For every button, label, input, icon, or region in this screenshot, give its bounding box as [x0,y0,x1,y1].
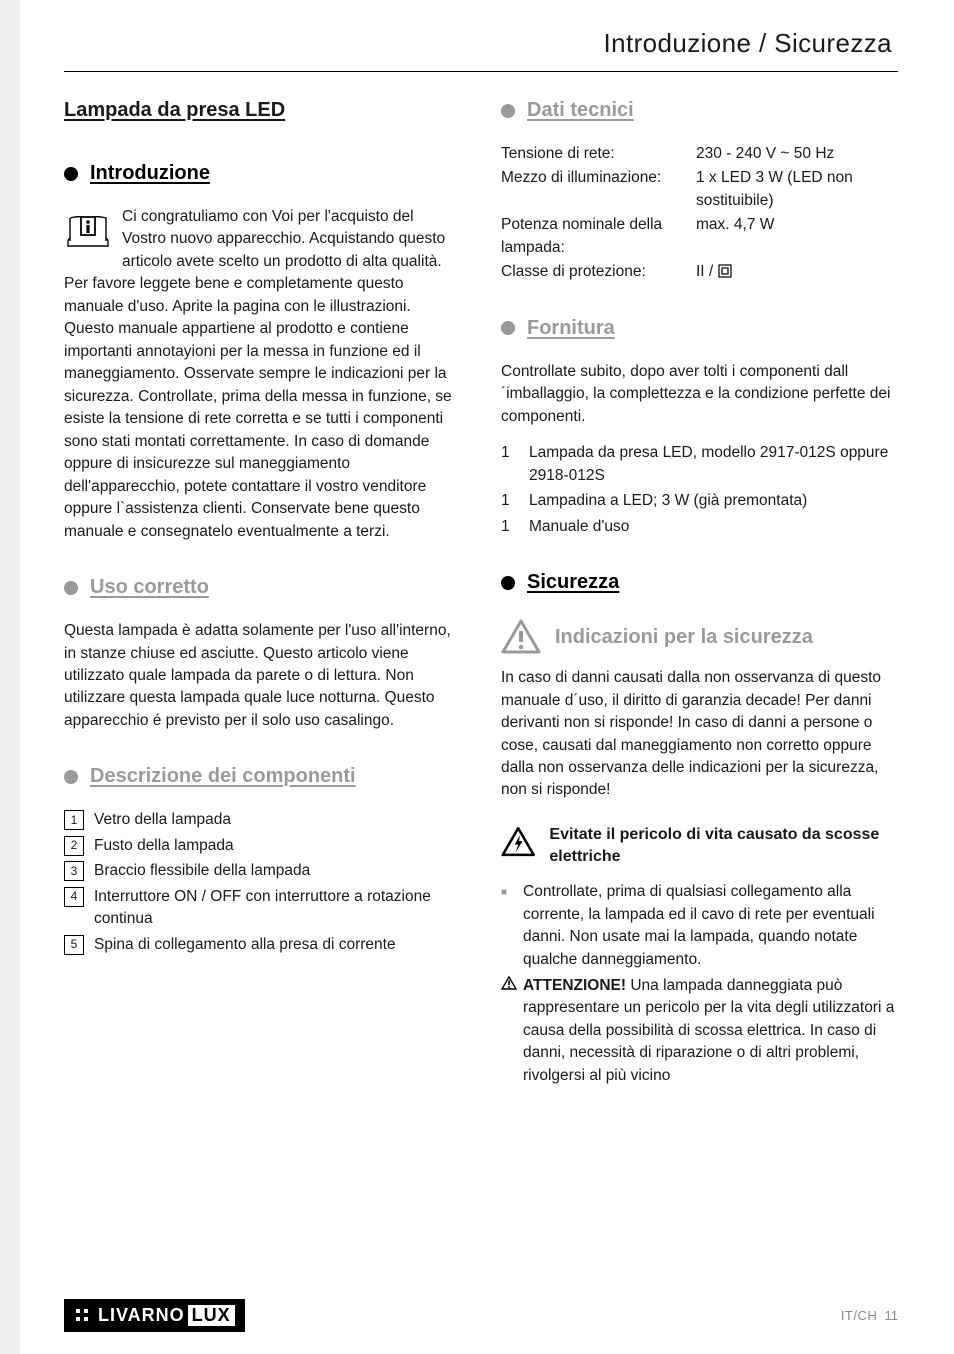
uso-paragraph: Questa lampada è adatta solamente per l'… [64,620,461,732]
supply-qty: 1 [501,442,529,487]
left-column: Lampada da presa LED Introduzione Ci con… [64,96,461,1091]
manual-info-icon [64,208,112,252]
section-dati-tecnici: Dati tecnici [501,96,898,125]
bullet-disc-icon [501,321,515,335]
spec-row: Potenza nominale della lampada: max. 4,7… [501,214,898,259]
component-label: Fusto della lampada [94,835,234,857]
bullet-disc-icon [501,104,515,118]
attenzione-label: ATTENZIONE! [523,977,626,994]
supply-qty: 1 [501,490,529,512]
list-item: 3 Braccio flessibile della lampada [64,860,461,882]
component-label: Braccio flessibile della lampada [94,860,310,882]
section-uso-corretto: Uso corretto [64,573,461,602]
spec-row: Mezzo di illuminazione: 1 x LED 3 W (LED… [501,167,898,212]
bullet-disc-icon [501,576,515,590]
component-label: Spina di collegamento alla presa di corr… [94,934,396,956]
number-box-icon: 3 [64,861,84,881]
page-footer: LIVARNOLUX IT/CH 11 [0,1299,954,1332]
list-item: 1Manuale d'uso [501,516,898,538]
spec-label: Potenza nominale della lampada: [501,214,696,259]
brand-text-b: LUX [188,1305,235,1326]
brand-dots-icon [74,1307,92,1325]
header-rule [64,71,898,72]
list-item: 1Lampada da presa LED, modello 2917-012S… [501,442,898,487]
safety-indications-heading: Indicazioni per la sicurezza [555,623,813,652]
spec-table: Tensione di rete: 230 - 240 V ~ 50 Hz Me… [501,143,898,284]
spec-value: max. 4,7 W [696,214,898,259]
intro-block: Ci congratuliamo con Voi per l'acquisto … [64,206,461,543]
bullet-disc-icon [64,167,78,181]
list-item: ATTENZIONE! Una lampada danneggiata può … [501,975,898,1087]
page-number: IT/CH 11 [841,1308,898,1323]
brand-text-a: LIVARNO [98,1305,185,1326]
spec-value-text: II / [696,263,718,280]
section-heading: Descrizione dei componenti [90,762,356,791]
right-column: Dati tecnici Tensione di rete: 230 - 240… [501,96,898,1091]
supply-list: 1Lampada da presa LED, modello 2917-012S… [501,442,898,538]
page-num: 11 [885,1308,899,1323]
spec-value: 230 - 240 V ~ 50 Hz [696,143,898,165]
supply-text: Lampada da presa LED, modello 2917-012S … [529,442,898,487]
spec-row: Classe di protezione: II / [501,261,898,283]
component-label: Interruttore ON / OFF con interruttore a… [94,886,461,931]
section-heading: Dati tecnici [527,96,634,125]
brand-logo: LIVARNOLUX [64,1299,245,1332]
number-box-icon: 4 [64,887,84,907]
section-heading: Fornitura [527,314,615,343]
section-heading: Sicurezza [527,568,619,597]
number-box-icon: 1 [64,810,84,830]
section-fornitura: Fornitura [501,314,898,343]
supply-text: Lampadina a LED; 3 W (già premontata) [529,490,807,512]
page: Introduzione / Sicurezza Lampada da pres… [0,0,954,1354]
warning-heading-row: Indicazioni per la sicurezza [501,619,898,655]
square-bullet-icon: ■ [501,881,523,971]
spec-label: Classe di protezione: [501,261,696,283]
spec-row: Tensione di rete: 230 - 240 V ~ 50 Hz [501,143,898,165]
content-columns: Lampada da presa LED Introduzione Ci con… [64,96,898,1091]
shock-warning-row: Evitate il pericolo di vita causato da s… [501,824,898,867]
supply-text: Manuale d'uso [529,516,629,538]
number-box-icon: 2 [64,836,84,856]
supply-qty: 1 [501,516,529,538]
list-item: 5 Spina di collegamento alla presa di cor… [64,934,461,956]
bullet-text: ATTENZIONE! Una lampada danneggiata può … [523,975,898,1087]
bullet-disc-icon [64,770,78,784]
electric-shock-warning-icon [501,824,535,860]
bullet-text: Controllate, prima di qualsiasi collegam… [523,881,898,971]
safety-paragraph: In caso di danni causati dalla non osser… [501,667,898,802]
list-item: 2 Fusto della lampada [64,835,461,857]
spec-value: II / [696,261,898,283]
page-title: Lampada da presa LED [64,96,461,125]
list-item: 1Lampadina a LED; 3 W (già premontata) [501,490,898,512]
locale-label: IT/CH [841,1308,877,1323]
warning-triangle-icon [501,619,541,655]
number-box-icon: 5 [64,935,84,955]
section-descrizione-componenti: Descrizione dei componenti [64,762,461,791]
section-heading: Introduzione [90,159,210,188]
spec-label: Mezzo di illuminazione: [501,167,696,212]
class-2-icon [718,264,732,278]
side-strip [0,0,20,1354]
spec-label: Tensione di rete: [501,143,696,165]
breadcrumb: Introduzione / Sicurezza [64,28,892,59]
list-item: ■ Controllate, prima di qualsiasi colleg… [501,881,898,971]
component-list: 1 Vetro della lampada 2 Fusto della lampad… [64,809,461,956]
component-label: Vetro della lampada [94,809,231,831]
fornitura-paragraph: Controllate subito, dopo aver tolti i co… [501,361,898,428]
intro-paragraph: Ci congratuliamo con Voi per l'acquisto … [64,206,461,543]
spec-value: 1 x LED 3 W (LED non sostituibile) [696,167,898,212]
list-item: 4 Interruttore ON / OFF con interruttore … [64,886,461,931]
section-sicurezza: Sicurezza [501,568,898,597]
small-warning-triangle-icon [501,975,523,1087]
list-item: 1 Vetro della lampada [64,809,461,831]
section-heading: Uso corretto [90,573,209,602]
section-introduzione: Introduzione [64,159,461,188]
shock-warning-heading: Evitate il pericolo di vita causato da s… [549,824,898,867]
bullet-disc-icon [64,581,78,595]
safety-bullet-list: ■ Controllate, prima di qualsiasi colleg… [501,881,898,1087]
